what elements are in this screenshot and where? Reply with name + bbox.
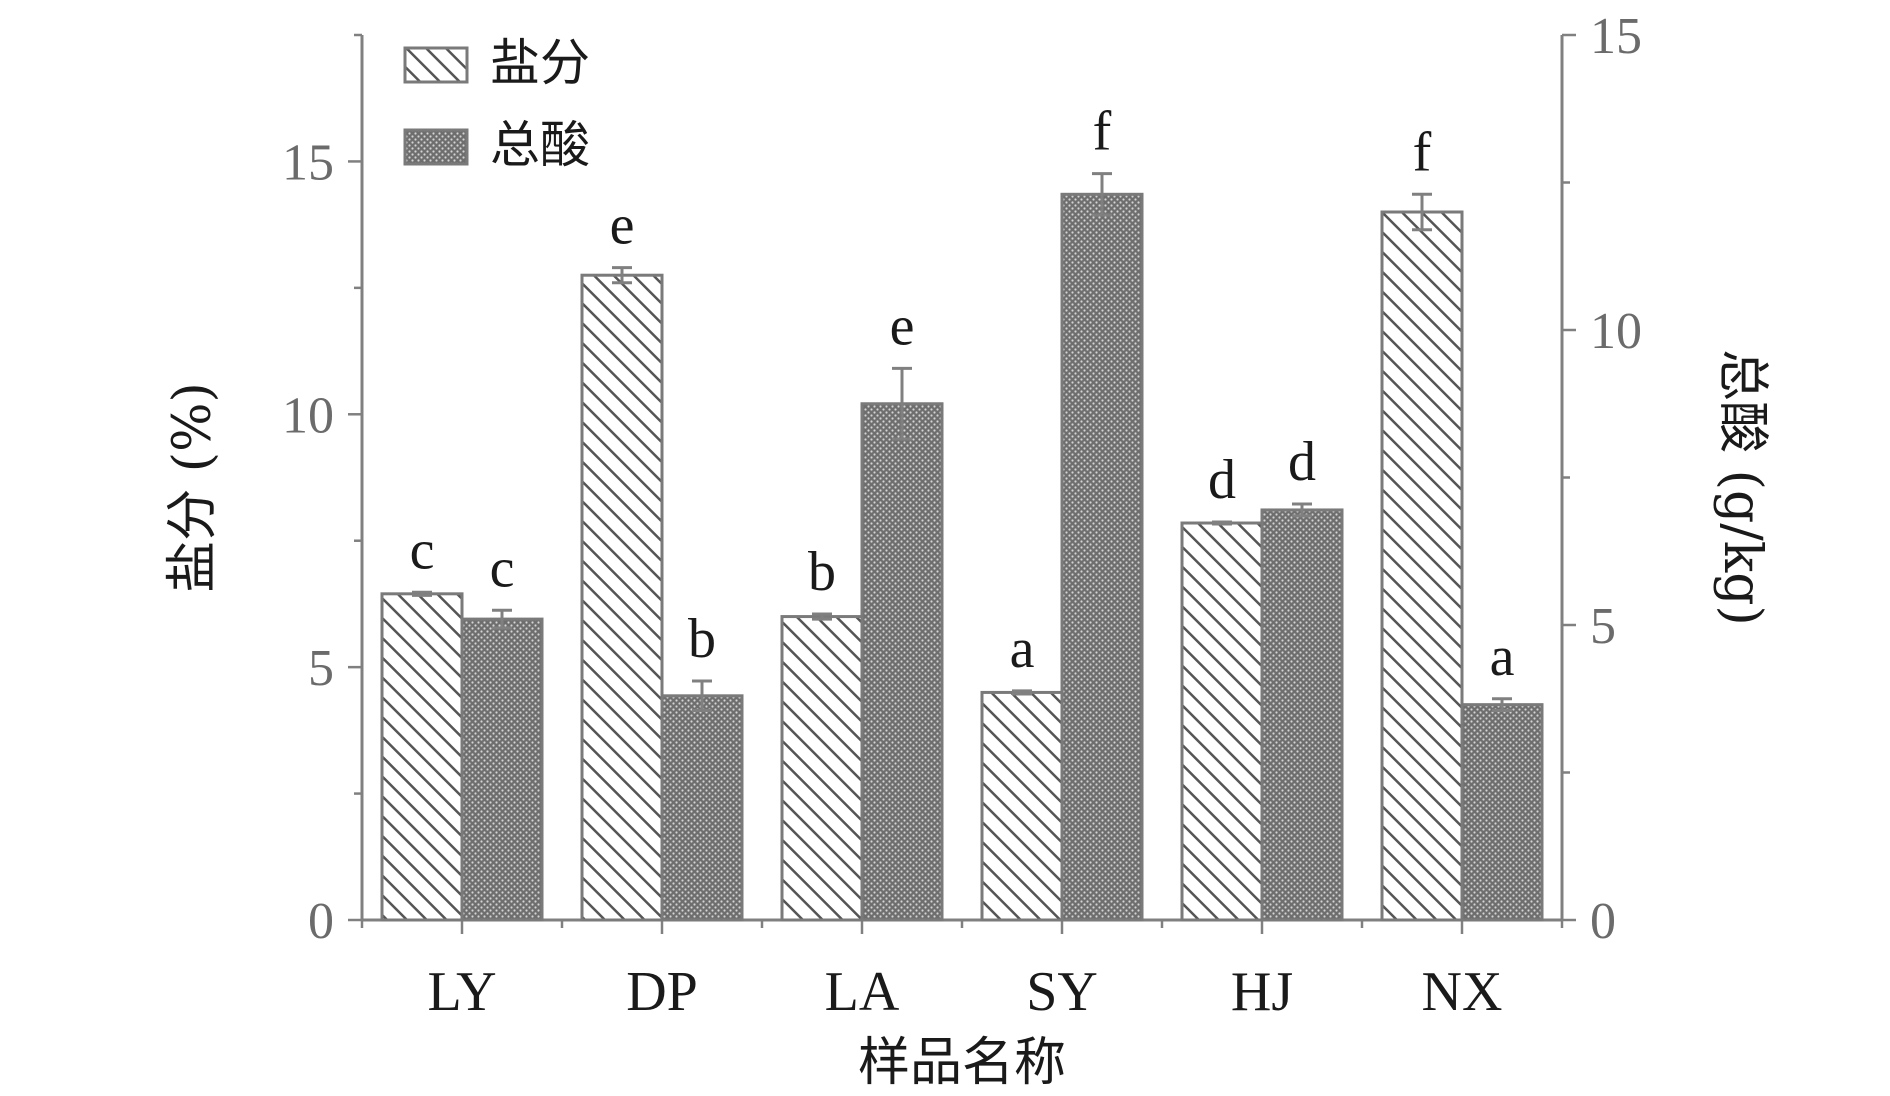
legend: 盐分 总酸 bbox=[403, 34, 590, 174]
significance-letter: d bbox=[1288, 431, 1316, 493]
significance-letter: e bbox=[890, 295, 915, 357]
significance-letter: b bbox=[688, 608, 716, 670]
axes: 0 5 10 15 0 5 10 15 LY DP LA SY HJ NX bbox=[282, 8, 1642, 1023]
legend-label-acid: 总酸 bbox=[490, 116, 590, 174]
y-right-tick-label: 10 bbox=[1590, 303, 1642, 360]
significance-letter: e bbox=[610, 195, 635, 257]
x-tick-label: LA bbox=[825, 961, 900, 1023]
y-left-tick-label: 10 bbox=[282, 387, 334, 444]
bar-salt bbox=[1380, 210, 1464, 922]
legend-label-salt: 盐分 bbox=[490, 34, 590, 92]
bar-salt bbox=[980, 690, 1064, 922]
x-axis-title: 样品名称 bbox=[858, 1033, 1066, 1093]
significance-letter: f bbox=[1093, 101, 1112, 163]
bar-acid bbox=[1460, 703, 1544, 922]
bar-salt bbox=[780, 615, 864, 922]
significance-letter: a bbox=[1010, 618, 1035, 680]
y-right-axis-title: 总酸 (g/kg) bbox=[1712, 349, 1772, 626]
y-left-tick-label: 15 bbox=[282, 134, 334, 191]
y-right-tick-label: 15 bbox=[1590, 8, 1642, 65]
significance-letter: b bbox=[808, 541, 836, 603]
y-left-tick-label: 5 bbox=[308, 640, 334, 697]
error-bars bbox=[412, 172, 1512, 713]
x-tick-label: SY bbox=[1026, 961, 1098, 1023]
significance-letter: c bbox=[490, 537, 515, 599]
legend-swatch-salt bbox=[403, 46, 469, 84]
bar-acid bbox=[1060, 192, 1144, 922]
bar-salt bbox=[580, 273, 664, 922]
y-left-tick-label: 0 bbox=[308, 893, 334, 950]
bars bbox=[380, 192, 1544, 922]
x-tick-label: DP bbox=[626, 961, 698, 1023]
significance-letter: f bbox=[1413, 121, 1432, 183]
significance-letter: c bbox=[410, 519, 435, 581]
legend-swatch-acid bbox=[403, 128, 469, 166]
bar-acid bbox=[1260, 508, 1344, 922]
x-tick-label: NX bbox=[1422, 961, 1503, 1023]
y-right-tick-label: 0 bbox=[1590, 893, 1616, 950]
bar-salt bbox=[1180, 521, 1264, 922]
y-left-axis-title: 盐分 (%) bbox=[163, 382, 223, 593]
x-tick-label: HJ bbox=[1231, 961, 1293, 1023]
y-right-tick-label: 5 bbox=[1590, 598, 1616, 655]
bar-acid bbox=[460, 617, 544, 922]
significance-letters: c e b a d f c b e f d a bbox=[410, 101, 1515, 688]
bar-acid bbox=[860, 402, 944, 922]
significance-letter: a bbox=[1490, 626, 1515, 688]
bar-acid bbox=[660, 694, 744, 922]
bar-salt bbox=[380, 592, 464, 922]
significance-letter: d bbox=[1208, 449, 1236, 511]
x-tick-label: LY bbox=[427, 961, 496, 1023]
